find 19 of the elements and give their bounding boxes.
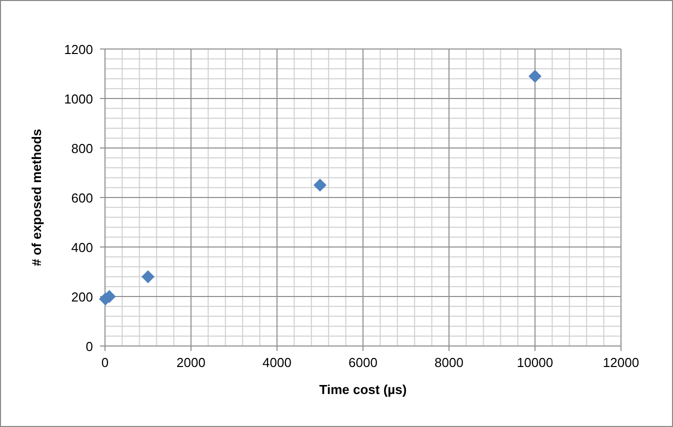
y-tick-label: 1000 — [64, 92, 93, 106]
x-tick-label: 10000 — [516, 355, 554, 370]
x-axis-title: Time cost (µs) — [319, 382, 407, 397]
y-tick-label: 200 — [71, 290, 93, 304]
y-tick-label: 600 — [71, 190, 93, 206]
y-tick-label: 0 — [86, 339, 93, 354]
y-axis-title: # of exposed methods — [29, 128, 44, 266]
x-tick-label: 4000 — [262, 355, 292, 370]
x-tick-label: 6000 — [348, 355, 378, 370]
y-tick-label: 800 — [71, 141, 93, 156]
point — [142, 270, 154, 284]
y-tick-label: 1200 — [64, 42, 93, 57]
x-tick-label: 0 — [101, 355, 109, 370]
x-tick-label: 12000 — [602, 355, 640, 370]
point — [314, 178, 326, 192]
point — [528, 70, 542, 83]
x-tick-label: 2000 — [176, 355, 206, 370]
y-tick-label: 400 — [71, 240, 93, 255]
x-tick-label: 8000 — [434, 355, 464, 370]
